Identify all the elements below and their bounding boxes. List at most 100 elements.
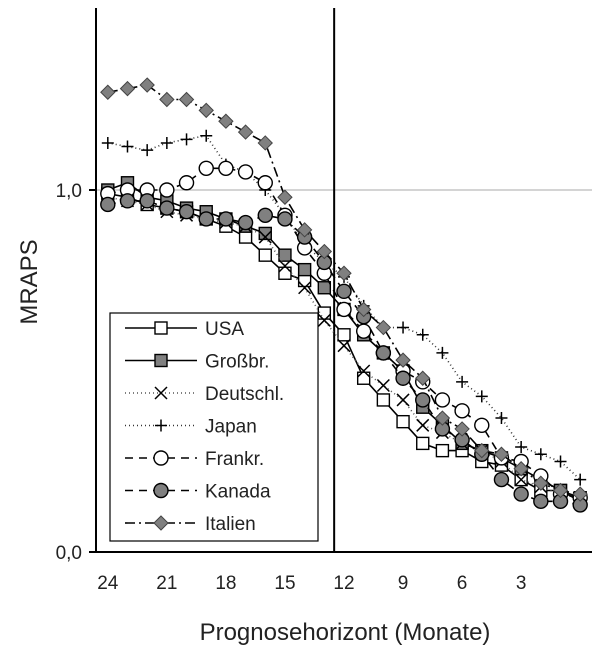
- data-point: [474, 442, 490, 459]
- data-point: [297, 262, 312, 277]
- data-point: [533, 475, 549, 491]
- data-point: [237, 164, 254, 180]
- legend-marker: [154, 353, 168, 368]
- data-point: [396, 414, 410, 429]
- legend-label: Japan: [205, 417, 257, 438]
- data-point: [278, 266, 292, 280]
- legend-marker: [153, 515, 169, 531]
- data-point: [218, 160, 234, 176]
- data-point: [375, 319, 392, 336]
- data-point: [514, 473, 528, 487]
- x-tick-label: 21: [156, 573, 177, 594]
- legend-label: Frankr.: [205, 449, 264, 470]
- data-point: [415, 392, 431, 408]
- data-point: [572, 486, 588, 502]
- legend-label: Großbr.: [205, 352, 269, 373]
- data-point: [100, 196, 116, 213]
- data-point: [141, 144, 154, 157]
- data-point: [434, 392, 451, 408]
- data-point: [296, 222, 313, 238]
- x-tick-label: 6: [457, 573, 468, 594]
- legend-label: Deutschl.: [205, 384, 284, 405]
- data-point: [278, 248, 292, 262]
- data-point: [493, 471, 510, 488]
- data-point: [298, 281, 312, 295]
- series-italien: [100, 77, 588, 502]
- data-point: [513, 461, 529, 477]
- data-point: [237, 214, 254, 231]
- data-point: [160, 136, 173, 149]
- data-point: [376, 393, 391, 407]
- legend-marker: [153, 482, 169, 499]
- y-tick-label: 1,0: [56, 181, 82, 202]
- data-point: [415, 370, 431, 386]
- legend-item: Kanada: [125, 482, 271, 503]
- data-point: [159, 91, 175, 108]
- data-point: [416, 328, 429, 341]
- data-point: [397, 321, 410, 334]
- data-point: [495, 412, 508, 425]
- data-point: [336, 265, 352, 281]
- data-point: [278, 259, 292, 273]
- x-tick-label: 15: [274, 573, 295, 594]
- data-point: [258, 248, 272, 262]
- data-point: [513, 486, 529, 502]
- legend-marker: [155, 419, 167, 432]
- data-point: [337, 328, 351, 342]
- legend-item: Großbr.: [125, 352, 269, 373]
- data-point: [454, 421, 470, 437]
- data-point: [395, 352, 411, 368]
- data-point: [355, 301, 372, 318]
- data-point: [200, 129, 213, 142]
- legend-item: Japan: [125, 417, 257, 438]
- data-point: [198, 102, 214, 119]
- x-tick-label: 9: [398, 573, 409, 594]
- data-point: [515, 441, 528, 454]
- x-tick-label: 18: [215, 573, 236, 594]
- data-point: [317, 313, 331, 327]
- data-point: [554, 455, 567, 468]
- data-point: [119, 80, 136, 97]
- data-point: [178, 204, 195, 220]
- y-axis-title: MRAPS: [16, 239, 43, 324]
- data-point: [317, 306, 332, 320]
- data-point: [534, 448, 547, 461]
- legend-item: Deutschl.: [125, 384, 284, 405]
- legend: USA Großbr. Deutschl. Japan Frankr. Kanada Ita…: [109, 312, 319, 542]
- data-point: [336, 283, 352, 300]
- data-point: [376, 378, 390, 393]
- legend-label: Kanada: [205, 482, 271, 503]
- x-tick-label: 24: [97, 573, 119, 594]
- data-point: [237, 124, 254, 140]
- data-point: [552, 482, 569, 499]
- data-point: [416, 436, 430, 451]
- legend-label: Italien: [205, 514, 256, 535]
- data-point: [258, 230, 272, 244]
- data-point: [257, 135, 273, 151]
- data-point: [395, 370, 411, 386]
- data-point: [337, 339, 351, 353]
- data-point: [356, 371, 371, 385]
- data-point: [100, 84, 116, 100]
- data-point: [159, 200, 175, 216]
- data-point: [277, 211, 293, 227]
- x-tick-label: 12: [333, 573, 354, 594]
- data-point: [159, 182, 175, 198]
- data-point: [198, 160, 214, 176]
- data-point: [336, 301, 352, 318]
- data-point: [139, 77, 155, 93]
- data-point: [119, 193, 136, 209]
- data-point: [416, 418, 430, 432]
- data-point: [257, 175, 273, 191]
- data-point: [574, 473, 587, 486]
- data-point: [456, 375, 469, 388]
- data-point: [198, 211, 214, 227]
- data-point: [178, 91, 195, 108]
- data-point: [355, 323, 372, 339]
- data-point: [317, 281, 332, 295]
- data-point: [475, 390, 488, 403]
- legend-marker: [154, 386, 168, 400]
- x-tick-label: 3: [516, 573, 527, 594]
- data-point: [218, 113, 234, 129]
